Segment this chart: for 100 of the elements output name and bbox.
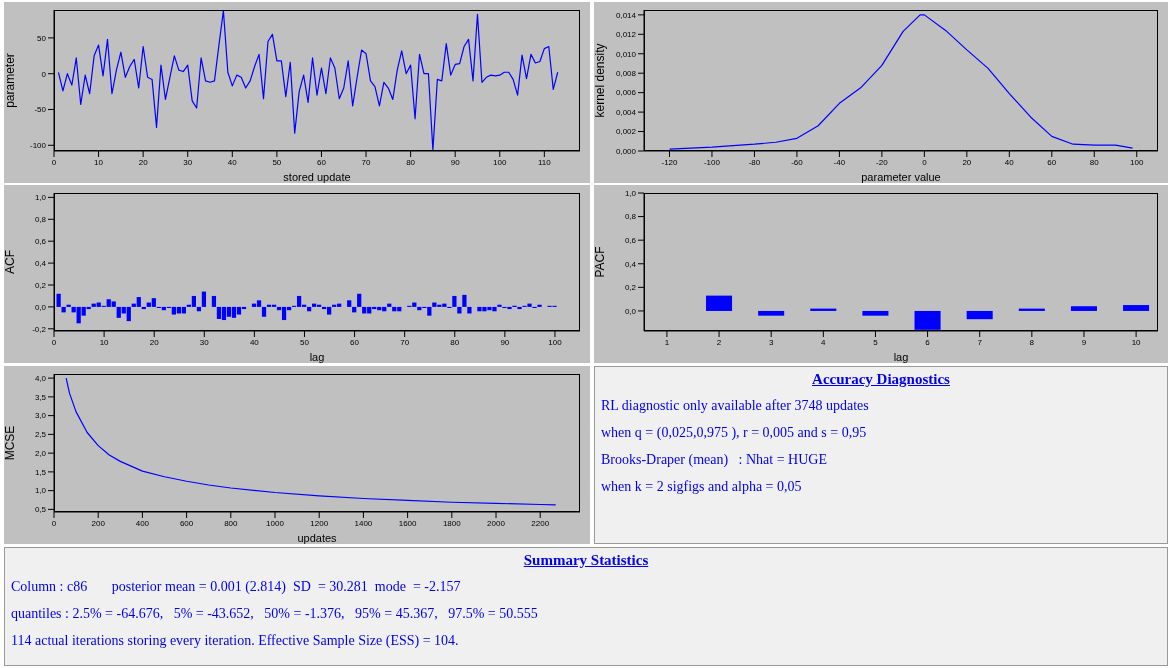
bar — [236, 306, 242, 315]
y-tick-label: -50 — [34, 105, 47, 115]
x-tick-label: 1000 — [266, 518, 285, 528]
bar — [706, 295, 733, 311]
x-tick-label: 400 — [135, 518, 150, 528]
bar — [1070, 306, 1097, 311]
x-tick-label: 90 — [450, 157, 461, 167]
bar — [758, 310, 785, 316]
x-tick-label: 10 — [1131, 337, 1142, 347]
text: RL diagnostic only available after 3748 updates — [601, 397, 870, 415]
x-tick-label: 200 — [91, 518, 106, 528]
bar — [467, 306, 472, 314]
y-tick-label: 0,4 — [34, 258, 47, 268]
bar — [216, 306, 222, 319]
bar — [296, 295, 302, 307]
bar — [457, 306, 462, 314]
y-tick-label: 50 — [37, 33, 47, 43]
text: Column : c86 posterior mean = 0.001 (2.814) SD = 30.281 mode = -2.157 — [11, 578, 462, 596]
x-tick-label: 60 — [317, 157, 327, 167]
x-tick-label: 4 — [821, 337, 827, 347]
y-tick-label: 3,5 — [34, 392, 47, 402]
x-tick-label: 800 — [224, 518, 239, 528]
y-tick-label: 0,4 — [624, 259, 637, 269]
y-tick-label: 0,6 — [624, 236, 637, 246]
bar — [462, 294, 467, 307]
x-tick-label: 2200 — [531, 518, 550, 528]
bar — [1123, 305, 1150, 311]
x-tick-label: -20 — [876, 157, 889, 167]
x-axis-title: lag — [309, 351, 325, 363]
x-tick-label: 1800 — [442, 518, 462, 528]
x-tick-label: 100 — [548, 337, 563, 347]
x-tick-label: 9 — [1081, 337, 1087, 347]
bar — [517, 306, 522, 310]
x-tick-label: 1 — [664, 337, 670, 347]
y-tick-label: 1,0 — [624, 188, 637, 198]
x-axis-title: parameter value — [861, 171, 941, 183]
bar — [256, 300, 262, 307]
x-tick-label: 20 — [149, 337, 160, 347]
x-tick-label: 80 — [450, 337, 460, 347]
y-axis-title: ACF — [3, 250, 18, 274]
y-tick-label: 0,8 — [34, 215, 47, 225]
y-axis-title: MCSE — [3, 425, 18, 461]
text: quantiles : 2.5% = -64.676, 5% = -43.652, 50% = -1.376, 95% = 45.367, 97.5% = 50.555 — [11, 605, 539, 623]
x-tick-label: 1200 — [310, 518, 329, 528]
bar — [261, 306, 267, 317]
bar — [231, 306, 237, 318]
x-tick-label: 70 — [361, 157, 372, 167]
y-tick-label: 1,0 — [34, 193, 47, 203]
x-tick-label: 0 — [51, 337, 57, 347]
y-tick-label: 0,000 — [615, 146, 637, 156]
bar — [126, 306, 131, 322]
x-tick-label: 40 — [249, 337, 260, 347]
x-axis-title: updates — [297, 532, 338, 544]
x-tick-label: 10 — [94, 157, 104, 167]
x-tick-label: -120 — [661, 157, 679, 167]
y-tick-label: 1,5 — [34, 467, 47, 477]
bar — [111, 301, 116, 307]
bar — [862, 310, 889, 316]
bar — [914, 310, 941, 330]
text: Brooks-Draper (mean) : Nhat = HUGE — [601, 451, 828, 469]
y-tick-label: 0,8 — [624, 212, 637, 222]
x-tick-label: 80 — [406, 157, 416, 167]
x-tick-label: 110 — [537, 157, 552, 167]
x-tick-label: 0 — [51, 518, 57, 528]
x-tick-label: 2 — [716, 337, 722, 347]
x-tick-label: 40 — [1004, 157, 1015, 167]
bar — [201, 291, 207, 307]
y-tick-label: 0,2 — [624, 283, 637, 293]
y-tick-label: 0,012 — [615, 30, 637, 40]
x-tick-label: 100 — [493, 157, 507, 167]
y-tick-label: 0,0 — [624, 306, 637, 316]
x-tick-label: 50 — [272, 157, 282, 167]
x-tick-label: 80 — [1089, 157, 1100, 167]
text: when q = (0,025,0,975 ), r = 0,005 and s = 0,95 — [601, 424, 868, 442]
y-tick-label: 1,0 — [34, 486, 47, 496]
x-tick-label: 0 — [51, 157, 57, 167]
bar — [136, 297, 141, 307]
x-tick-label: -80 — [748, 157, 761, 167]
x-tick-label: 2000 — [487, 518, 506, 528]
text: when k = 2 sigfigs and alpha = 0,05 — [601, 478, 803, 496]
x-tick-label: 8 — [1029, 337, 1035, 347]
bar — [191, 295, 197, 307]
y-tick-label: 0,002 — [615, 127, 637, 137]
x-tick-label: 40 — [227, 157, 238, 167]
x-tick-label: 60 — [350, 337, 360, 347]
y-tick-label: 2,5 — [34, 430, 47, 440]
y-tick-label: 0,014 — [615, 10, 637, 20]
y-tick-label: 0,008 — [615, 69, 637, 79]
x-tick-label: 1400 — [354, 518, 373, 528]
bar — [211, 295, 217, 307]
y-axis-title: kernel density — [593, 43, 608, 118]
y-tick-label: 0,5 — [34, 505, 47, 515]
y-tick-label: 0,0 — [34, 302, 47, 312]
x-tick-label: 10 — [99, 337, 110, 347]
x-axis-title: stored update — [283, 171, 351, 183]
bar — [966, 310, 993, 320]
x-tick-label: 5 — [873, 337, 879, 347]
y-axis-title: PACF — [593, 246, 608, 278]
bar — [357, 293, 362, 307]
x-tick-label: 100 — [1130, 157, 1144, 167]
